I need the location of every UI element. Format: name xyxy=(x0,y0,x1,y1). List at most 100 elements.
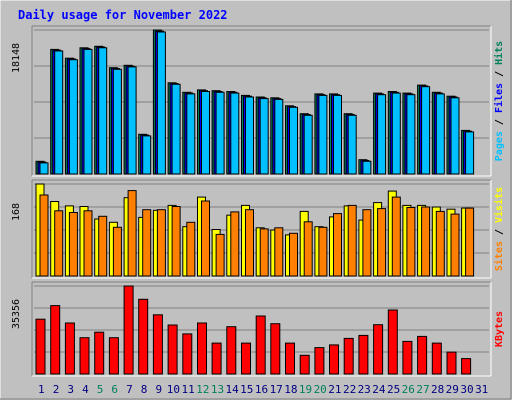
bar-sites-day-28 xyxy=(435,210,445,277)
x-tick-label-day-17: 17 xyxy=(270,383,283,396)
bar-pages-day-11 xyxy=(186,93,196,175)
bar-pages-day-7 xyxy=(127,66,137,175)
series-label-separator: / xyxy=(494,223,505,241)
x-tick-label-day-18: 18 xyxy=(284,383,297,396)
bar-pages-day-8 xyxy=(142,135,152,175)
x-tick-label-day-5: 5 xyxy=(97,383,104,396)
series-label-files: Files xyxy=(493,83,505,113)
x-tick-label-day-15: 15 xyxy=(240,383,253,396)
y-tick-label: 35356 xyxy=(11,299,22,329)
series-label-hits: Hits xyxy=(493,41,505,65)
bar-pages-day-25 xyxy=(391,92,401,175)
bar-kbytes-day-18 xyxy=(285,342,295,375)
bar-sites-day-16 xyxy=(259,228,269,277)
bar-pages-day-22 xyxy=(347,114,357,175)
bar-kbytes-day-23 xyxy=(358,334,369,375)
bar-pages-day-26 xyxy=(406,94,416,175)
x-tick-label-day-13: 13 xyxy=(211,383,224,396)
bar-sites-day-9 xyxy=(156,209,166,277)
series-label-pages: Pages xyxy=(494,131,505,161)
bar-sites-day-18 xyxy=(289,232,298,277)
x-tick-label-day-25: 25 xyxy=(387,383,400,396)
bar-pages-day-17 xyxy=(274,98,284,175)
bar-pages-day-5 xyxy=(98,47,108,175)
bar-kbytes-day-25 xyxy=(387,309,398,375)
bar-sites-day-19 xyxy=(303,221,313,277)
bar-kbytes-day-7 xyxy=(123,285,134,375)
bar-pages-day-3 xyxy=(68,59,78,175)
bar-kbytes-day-12 xyxy=(197,322,207,375)
bar-kbytes-day-6 xyxy=(108,337,119,375)
x-tick-label-day-27: 27 xyxy=(416,383,429,396)
bar-sites-day-21 xyxy=(333,213,342,277)
series-axis-label: Sites / Visits xyxy=(493,187,505,271)
x-tick-label-day-2: 2 xyxy=(53,383,60,396)
bar-kbytes-day-1 xyxy=(35,318,46,375)
x-tick-label-day-28: 28 xyxy=(431,383,444,396)
bar-kbytes-day-28 xyxy=(431,342,442,375)
x-tick-label-day-22: 22 xyxy=(343,383,356,396)
bar-kbytes-day-21 xyxy=(329,344,339,375)
panel-visits-sites: 168 Sites / Visits xyxy=(11,179,505,279)
x-tick-label-day-12: 12 xyxy=(196,383,209,396)
chart-panels: 18148 Pages / Files / Hits 168 Sites / Visi… xyxy=(11,25,505,377)
chart-title: Daily usage for November 2022 xyxy=(18,8,228,22)
x-tick-label-day-9: 9 xyxy=(155,383,162,396)
bar-kbytes-day-14 xyxy=(226,326,237,375)
x-tick-label-day-23: 23 xyxy=(358,383,371,396)
bar-pages-day-19 xyxy=(303,114,313,175)
x-tick-label-day-7: 7 xyxy=(126,383,133,396)
panel-hits-files-pages: 18148 Pages / Files / Hits xyxy=(11,25,505,177)
bar-kbytes-day-10 xyxy=(167,324,178,375)
x-tick-label-day-4: 4 xyxy=(82,383,89,396)
bar-pages-day-29 xyxy=(450,97,460,175)
bar-sites-day-11 xyxy=(186,221,196,277)
bar-pages-day-28 xyxy=(435,93,445,175)
x-tick-label-day-14: 14 xyxy=(225,383,239,396)
bar-pages-day-4 xyxy=(83,48,93,175)
bar-kbytes-day-26 xyxy=(402,340,413,375)
bar-kbytes-day-19 xyxy=(299,354,310,375)
bar-sites-day-12 xyxy=(201,200,210,277)
bar-pages-day-13 xyxy=(215,91,225,175)
x-tick-label-day-11: 11 xyxy=(181,383,194,396)
bar-kbytes-day-11 xyxy=(182,333,193,375)
bar-sites-day-30 xyxy=(465,207,475,277)
bar-pages-day-30 xyxy=(465,131,475,175)
bar-pages-day-16 xyxy=(259,98,269,175)
bar-sites-day-8 xyxy=(142,209,152,277)
x-tick-label-day-6: 6 xyxy=(111,383,118,396)
bar-kbytes-day-2 xyxy=(50,305,61,375)
bar-sites-day-26 xyxy=(406,207,416,277)
x-axis-labels: 1 2 3 4 5 6 7 8 9 10 11 12 13 14 15 16 17 18 19 20 21 22 23 24 2… xyxy=(38,383,488,396)
bar-kbytes-day-16 xyxy=(255,315,266,375)
x-tick-label-day-20: 20 xyxy=(314,383,327,396)
series-label-separator: / xyxy=(494,113,505,131)
bar-pages-day-20 xyxy=(318,94,328,175)
bar-sites-day-7 xyxy=(127,190,137,277)
bar-kbytes-day-4 xyxy=(79,337,90,375)
bar-sites-day-13 xyxy=(215,233,225,277)
x-tick-label-day-19: 19 xyxy=(299,383,312,396)
bar-pages-day-10 xyxy=(171,83,181,175)
bar-pages-day-9 xyxy=(156,31,166,175)
x-tick-label-day-1: 1 xyxy=(38,383,45,396)
x-tick-label-day-24: 24 xyxy=(372,383,386,396)
x-tick-label-day-31: 31 xyxy=(475,383,488,396)
x-tick-label-day-3: 3 xyxy=(67,383,74,396)
bar-kbytes-day-22 xyxy=(343,337,354,375)
bar-sites-day-1 xyxy=(39,194,49,277)
bar-pages-day-24 xyxy=(377,94,387,175)
series-label-sites: Sites xyxy=(493,241,505,271)
bar-kbytes-day-17 xyxy=(270,323,281,375)
bar-sites-day-25 xyxy=(391,196,401,277)
bar-pages-day-27 xyxy=(421,86,431,175)
bar-pages-day-6 xyxy=(112,68,122,175)
x-tick-label-day-10: 10 xyxy=(167,383,180,396)
bar-kbytes-day-27 xyxy=(417,335,428,375)
bar-sites-day-6 xyxy=(112,226,122,277)
bar-sites-day-4 xyxy=(83,210,93,277)
bar-sites-day-14 xyxy=(230,211,240,277)
bar-kbytes-day-8 xyxy=(138,298,149,375)
